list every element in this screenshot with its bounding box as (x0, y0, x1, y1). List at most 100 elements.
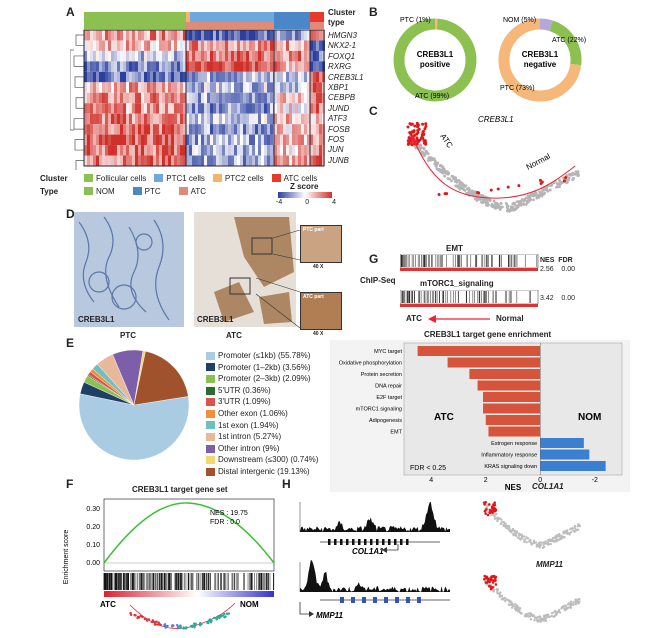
donut-right-label-nom: NOM (5%) (503, 17, 536, 24)
g-arrow-left-label: ATC (406, 314, 422, 323)
donut-left-center-2: positive (420, 60, 451, 69)
emt-title: EMT (446, 244, 463, 253)
header-atc-type2 (310, 22, 324, 29)
header-label-type: type (328, 18, 345, 27)
heatmap-cells (84, 30, 325, 166)
bar-label-2: Protein secretion (361, 372, 402, 378)
emt-fdr: 0.00 (561, 266, 576, 273)
gene-label-5: XBP1 (328, 83, 349, 93)
donut-negative (498, 18, 582, 102)
donut-left-label-atc: ATC (99%) (415, 93, 449, 100)
header-ptc-type (274, 22, 310, 29)
c-label-gene: CREB3L1 (478, 115, 514, 124)
zscore-tick-min: -4 (276, 199, 283, 206)
bar-1 (447, 357, 541, 368)
gene-label-10: FOS (328, 135, 345, 145)
header-atc-type (186, 22, 274, 29)
inset-ptc: PTC part 40 X (300, 225, 342, 270)
donut-right-label-ptc: PTC (73%) (500, 85, 535, 92)
bar-6 (485, 415, 541, 425)
donut-right-center-1: CREB3L1 (522, 50, 559, 59)
bar-10 (540, 461, 606, 471)
chipseq-label: ChIP-Seq (360, 276, 396, 285)
panel-label-f: F (66, 477, 74, 491)
legend-follicular: Follicular cells (84, 174, 146, 183)
bar-3 (477, 380, 541, 391)
gsea-ytick-2: 0.10 (86, 542, 100, 549)
bar-9 (540, 449, 590, 460)
gene-label-1: NKX2-1 (328, 41, 357, 51)
ihc-ptc-image: CREB3L1 (74, 212, 184, 327)
mtorc-nes: 3.42 (540, 295, 554, 302)
donut-positive-segment-1 (393, 18, 477, 102)
trajectory-c: CREB3L1 ATC Normal (406, 115, 580, 213)
donut-negative-segment-1 (549, 20, 582, 66)
mtorc-fdr: 0.00 (561, 295, 576, 302)
gene-label-3: RXRG (328, 62, 352, 72)
bar-xticks: 4 2 0 -2 (429, 477, 598, 484)
gene-label-11: JUN (328, 145, 344, 155)
donut-left-label-ptc: PTC (1%) (400, 17, 431, 24)
track-col1a1 (299, 501, 450, 532)
ihc-ptc-caption: PTC (120, 331, 136, 340)
bar-xtick-2: 0 (538, 477, 542, 484)
legend-e-item-5: Other exon (1.06%) (206, 408, 318, 420)
header-atc (310, 12, 324, 22)
bar-xlabel: NES (505, 483, 522, 492)
bar-7 (488, 426, 541, 437)
legend-e-item-9: Downstream (≤300) (0.74%) (206, 454, 318, 466)
legend-e-item-10: Distal intergenic (19.13%) (206, 466, 318, 478)
gene-label-12: JUNB (328, 155, 349, 165)
bar-chart-title: CREB3L1 target gene enrichment (424, 330, 552, 339)
donut-negative-segment-0 (539, 18, 553, 32)
c-label-normal: Normal (525, 152, 552, 172)
zscore-tick-max: 4 (332, 199, 336, 206)
gsea-ytick-0: 0.30 (86, 506, 100, 513)
donut-positive (393, 18, 477, 102)
panel-label-e: E (66, 336, 75, 350)
legend-e-item-4: 3'UTR (1.09%) (206, 396, 318, 408)
track-gene2: MMP11 (316, 611, 344, 620)
emt-nes: 2.56 (540, 266, 554, 273)
legend-nom: NOM (84, 187, 115, 196)
inset-atc-mag: 40 X (313, 331, 324, 337)
inset-atc: ATC part 40 X (300, 292, 342, 337)
bar-0 (417, 346, 541, 356)
gsea-ytick-3: 0.00 (86, 560, 100, 567)
legend-type-label: Type (40, 186, 59, 196)
umap-plots (482, 500, 581, 623)
bar-xtick-3: -2 (592, 477, 598, 484)
ihc-atc-caption: ATC (226, 331, 242, 340)
bar-label-5: mTORC1 signaling (356, 407, 402, 413)
umap-label-mmp11: MMP11 (536, 560, 563, 569)
legend-e-item-3: 5'UTR (0.36%) (206, 385, 318, 397)
gsea-hit-ticks (103, 573, 275, 590)
g-arrow-right-label: Normal (496, 314, 524, 323)
legend-e: Promoter (≤1kb) (55.78%) Promoter (1–2kb)… (206, 350, 318, 478)
donut-charts: CREB3L1 positive CREB3L1 negative PTC (1… (393, 17, 586, 102)
header-ptc1b (274, 12, 310, 22)
bar-label-7: EMT (390, 430, 402, 436)
bar-5 (483, 403, 541, 414)
donut-right-label-atc: ATC (22%) (552, 37, 586, 44)
panel-label-a: A (66, 5, 75, 19)
bar-label-9: Inflammatory response (481, 453, 537, 459)
legend-e-item-8: Other intron (9%) (206, 443, 318, 455)
legend-ptc: PTC (132, 187, 161, 196)
pie-e (78, 349, 190, 461)
gene-list: HMGN3 NKX2-1 FOXQ1 RXRG CREB3L1 XBP1 CEBPB JUND… (328, 31, 364, 166)
legend-a: Cluster Follicular cells PTC1 cells PTC2… (40, 172, 340, 198)
donut-negative-segment-2 (498, 18, 582, 102)
gsea-left-label: ATC (100, 600, 116, 609)
panel-label-h: H (282, 477, 291, 491)
legend-atc: ATC cells (271, 174, 317, 183)
gsea-right-label: NOM (240, 600, 259, 609)
bar-label-3: DNA repair (375, 384, 402, 390)
panel-label-g: G (369, 252, 379, 266)
donut-right-center-2: negative (524, 60, 557, 69)
gene-label-4: CREB3L1 (328, 72, 364, 82)
c-label-atc: ATC (438, 132, 454, 150)
bar-label-4: E2F target (376, 395, 402, 401)
bar-label-10: KRAS signaling down (484, 464, 537, 470)
bar-2 (469, 369, 541, 379)
